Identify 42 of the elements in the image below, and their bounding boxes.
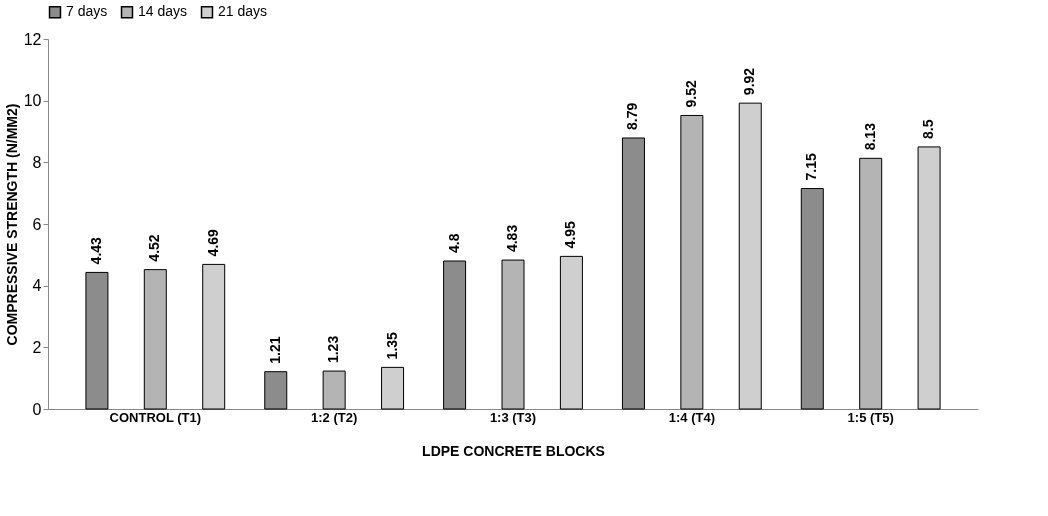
data-label: 1.21 <box>266 336 283 364</box>
bar <box>680 114 704 410</box>
bar <box>738 102 762 410</box>
x-tick-label: 1:3 (T3) <box>489 409 537 425</box>
data-label: 4.83 <box>504 224 520 253</box>
data-label: 4.8 <box>445 233 462 253</box>
bar <box>322 370 346 410</box>
bar <box>917 146 941 410</box>
x-tick-label: CONTROL (T1) <box>109 409 202 425</box>
legend-label: 14 days <box>138 3 188 20</box>
bar <box>559 255 583 410</box>
bar <box>381 366 405 410</box>
data-label: 9.92 <box>741 67 758 96</box>
bar <box>859 157 883 410</box>
data-label: 4.69 <box>204 228 221 257</box>
data-label: 8.5 <box>920 119 937 139</box>
x-axis-title: LDPE CONCRETE BLOCKS <box>422 442 605 459</box>
data-label: 7.15 <box>803 153 820 181</box>
bar <box>501 259 525 410</box>
data-label: 9.52 <box>682 80 699 108</box>
x-tick-label: 1:2 (T2) <box>311 409 358 425</box>
y-tick-label: 12 <box>23 30 42 48</box>
y-tick-label: 10 <box>23 92 42 110</box>
data-label: 1.35 <box>383 331 400 360</box>
legend-label: 21 days <box>218 3 268 20</box>
y-tick-label: 4 <box>32 277 42 295</box>
data-label: 8.13 <box>861 122 878 151</box>
data-label: 4.95 <box>562 220 579 249</box>
data-label: 1.23 <box>325 335 342 364</box>
data-label: 4.52 <box>146 234 163 262</box>
y-tick-label: 8 <box>32 153 42 171</box>
x-tick-label: 1:4 (T4) <box>668 409 715 425</box>
x-tick-label: 1:5 (T5) <box>847 409 894 425</box>
bar <box>143 269 167 410</box>
y-tick-label: 2 <box>32 338 42 356</box>
data-label: 8.79 <box>624 102 641 130</box>
bar <box>202 263 226 410</box>
y-tick-label: 6 <box>32 215 42 233</box>
legend-label: 7 days <box>66 3 108 20</box>
y-tick-label: 0 <box>32 400 42 418</box>
y-axis-title: COMPRESSIVE STRENGTH (N/MM2) <box>3 103 20 346</box>
data-label: 4.43 <box>87 236 104 265</box>
